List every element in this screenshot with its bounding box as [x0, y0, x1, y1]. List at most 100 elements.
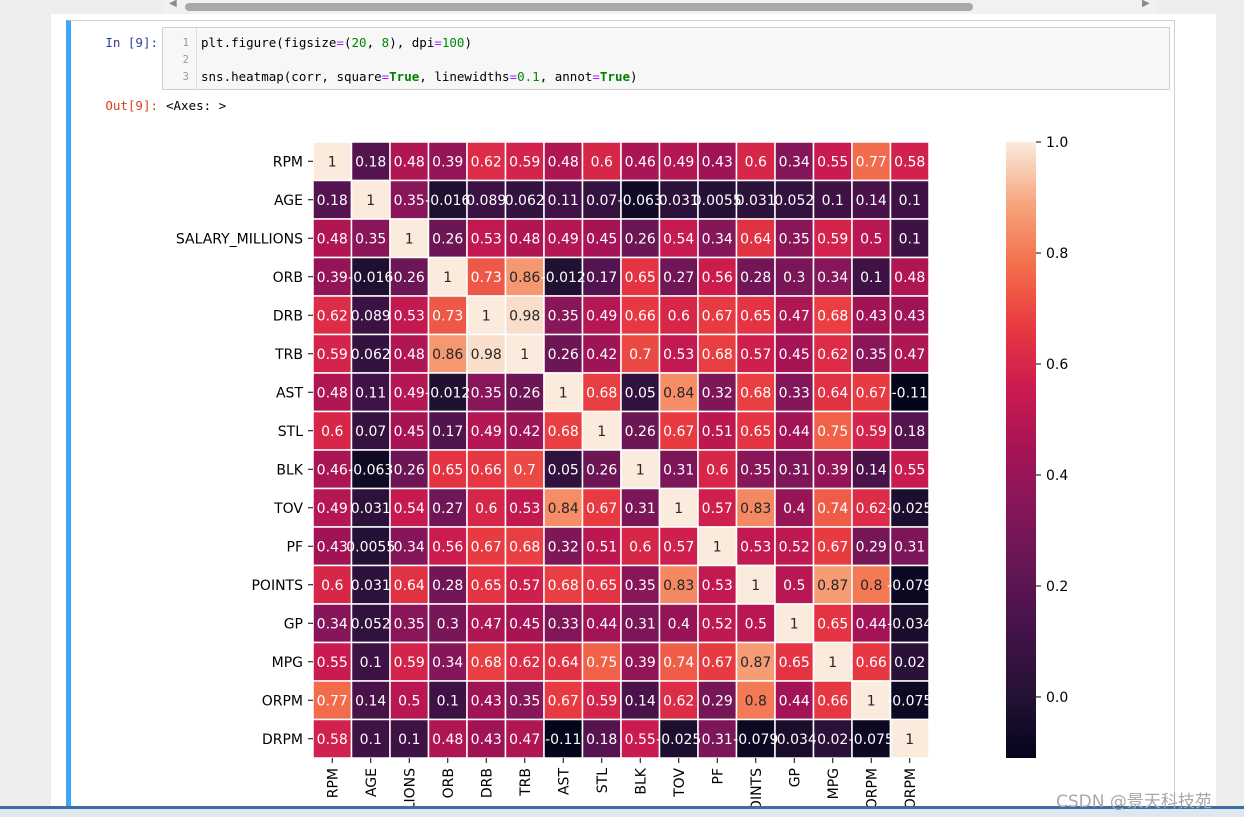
cell-annotation: 0.62 — [317, 308, 348, 324]
cell-annotation: 0.14 — [625, 693, 656, 709]
cell-annotation: 0.43 — [317, 539, 348, 555]
heatmap-cell — [581, 449, 622, 490]
cell-annotation: 0.66 — [817, 693, 848, 709]
cell-annotation: 0.26 — [548, 347, 579, 363]
heatmap-cell — [543, 641, 584, 682]
cell-annotation: -0.11 — [892, 385, 928, 401]
cell-annotation: 0.57 — [702, 501, 733, 517]
cell-annotation: 0.51 — [702, 424, 733, 440]
cell-annotation: 1 — [405, 231, 414, 247]
heatmap-cell — [889, 179, 930, 220]
cell-annotation: 0.77 — [317, 693, 348, 709]
heatmap-cell — [504, 141, 545, 182]
heatmap-cell — [581, 141, 622, 182]
cell-annotation: 0.48 — [432, 732, 463, 748]
code-editor[interactable]: 1 2 3 plt.figure(figsize=(20, 8), dpi=10… — [162, 27, 1170, 90]
cell-annotation: 0.98 — [509, 308, 540, 324]
cell-annotation: 0.32 — [702, 385, 733, 401]
cell-annotation: 0.43 — [894, 308, 925, 324]
heatmap-cell — [774, 333, 815, 374]
cell-annotation: -0.063 — [618, 193, 663, 209]
x-tick-label: DRB — [479, 768, 495, 798]
cell-annotation: 1 — [867, 693, 876, 709]
cell-annotation: 0.35 — [471, 385, 502, 401]
cell-annotation: 0.74 — [663, 655, 694, 671]
y-tick-label: BLK — [276, 462, 303, 478]
heatmap-cell — [389, 641, 430, 682]
heatmap-cell — [466, 718, 507, 759]
cell-annotation: 0.6 — [475, 501, 497, 517]
heatmap-cell — [889, 487, 930, 528]
heatmap-cell — [851, 718, 892, 759]
cell-annotation: 0.59 — [317, 347, 348, 363]
heatmap-cell — [504, 410, 545, 451]
y-tick-label: STL — [278, 424, 303, 440]
heatmap-cell — [427, 449, 468, 490]
cell-annotation: 0.11 — [355, 385, 386, 401]
cell-annotation: 0.1 — [860, 270, 882, 286]
cell-annotation: 0.59 — [856, 424, 887, 440]
cell-annotation: 0.46 — [625, 154, 656, 170]
heatmap-cell — [466, 410, 507, 451]
status-bar — [0, 806, 1244, 817]
heatmap-cell — [581, 372, 622, 413]
heatmap-cell — [697, 410, 738, 451]
code-line-1[interactable]: plt.figure(figsize=(20, 8), dpi=100) — [201, 35, 472, 50]
cell-annotation: 0.68 — [740, 385, 771, 401]
cell-annotation: 0.66 — [856, 655, 887, 671]
cell-annotation: 1 — [328, 154, 337, 170]
cell-annotation: 0.42 — [586, 347, 617, 363]
cell-annotation: 0.31 — [894, 539, 925, 555]
cell-annotation: -0.075 — [849, 732, 894, 748]
cell-annotation: 0.1 — [398, 732, 420, 748]
heatmap-cell — [658, 256, 699, 297]
cell-annotation: 0.64 — [548, 655, 579, 671]
heatmap-cell — [504, 295, 545, 336]
scroll-left-icon[interactable]: ◀ — [169, 0, 177, 9]
cell-annotation: -0.079 — [733, 732, 778, 748]
x-tick-label: LIONS — [402, 768, 418, 810]
cell-annotation: 0.6 — [321, 424, 343, 440]
horizontal-scrollbar[interactable]: ◀ ▶ — [165, 0, 1157, 14]
heatmap-cell — [543, 487, 584, 528]
cell-annotation: 0.02 — [817, 732, 848, 748]
cell-annotation: 1 — [828, 655, 837, 671]
heatmap-cell — [350, 218, 391, 259]
cell-annotation: 0.33 — [779, 385, 810, 401]
cell-annotation: 0.35 — [355, 231, 386, 247]
cell-annotation: 0.34 — [394, 539, 425, 555]
heatmap-cell — [851, 372, 892, 413]
heatmap-cell — [350, 680, 391, 721]
heatmap-cell — [735, 564, 776, 605]
heatmap-cell — [389, 449, 430, 490]
cell-annotation: 0.62 — [663, 693, 694, 709]
cell-annotation: 0.49 — [663, 154, 694, 170]
cell-annotation: -0.034 — [772, 732, 817, 748]
cell-annotation: 0.1 — [899, 193, 921, 209]
cell-annotation: 0.65 — [625, 270, 656, 286]
scrollbar-thumb[interactable] — [185, 3, 973, 11]
y-tick-label: DRB — [273, 308, 303, 324]
cell-annotation: 0.1 — [899, 231, 921, 247]
cell-annotation: 0.67 — [586, 501, 617, 517]
cell-annotation: 0.67 — [663, 424, 694, 440]
heatmap-cell — [658, 295, 699, 336]
cell-annotation: 0.6 — [591, 154, 613, 170]
cell-annotation: 0.39 — [625, 655, 656, 671]
y-tick-label: MPG — [272, 655, 303, 671]
scroll-right-icon[interactable]: ▶ — [1142, 0, 1150, 9]
heatmap-cell — [350, 564, 391, 605]
cell-annotation: 0.39 — [317, 270, 348, 286]
cell-annotation: 0.62 — [817, 347, 848, 363]
cell-annotation: 0.07 — [355, 424, 386, 440]
cell-annotation: 0.031 — [351, 501, 391, 517]
cell-annotation: 0.67 — [702, 308, 733, 324]
y-tick-label: ORB — [273, 270, 303, 286]
cell-annotation: 1 — [520, 347, 529, 363]
cell-annotation: 0.55 — [894, 462, 925, 478]
line-number-gutter: 1 2 3 — [163, 28, 197, 89]
cell-annotation: 0.53 — [663, 347, 694, 363]
cell-annotation: 1 — [751, 578, 760, 594]
cell-annotation: 0.31 — [702, 732, 733, 748]
code-line-3[interactable]: sns.heatmap(corr, square=True, linewidth… — [201, 69, 638, 84]
